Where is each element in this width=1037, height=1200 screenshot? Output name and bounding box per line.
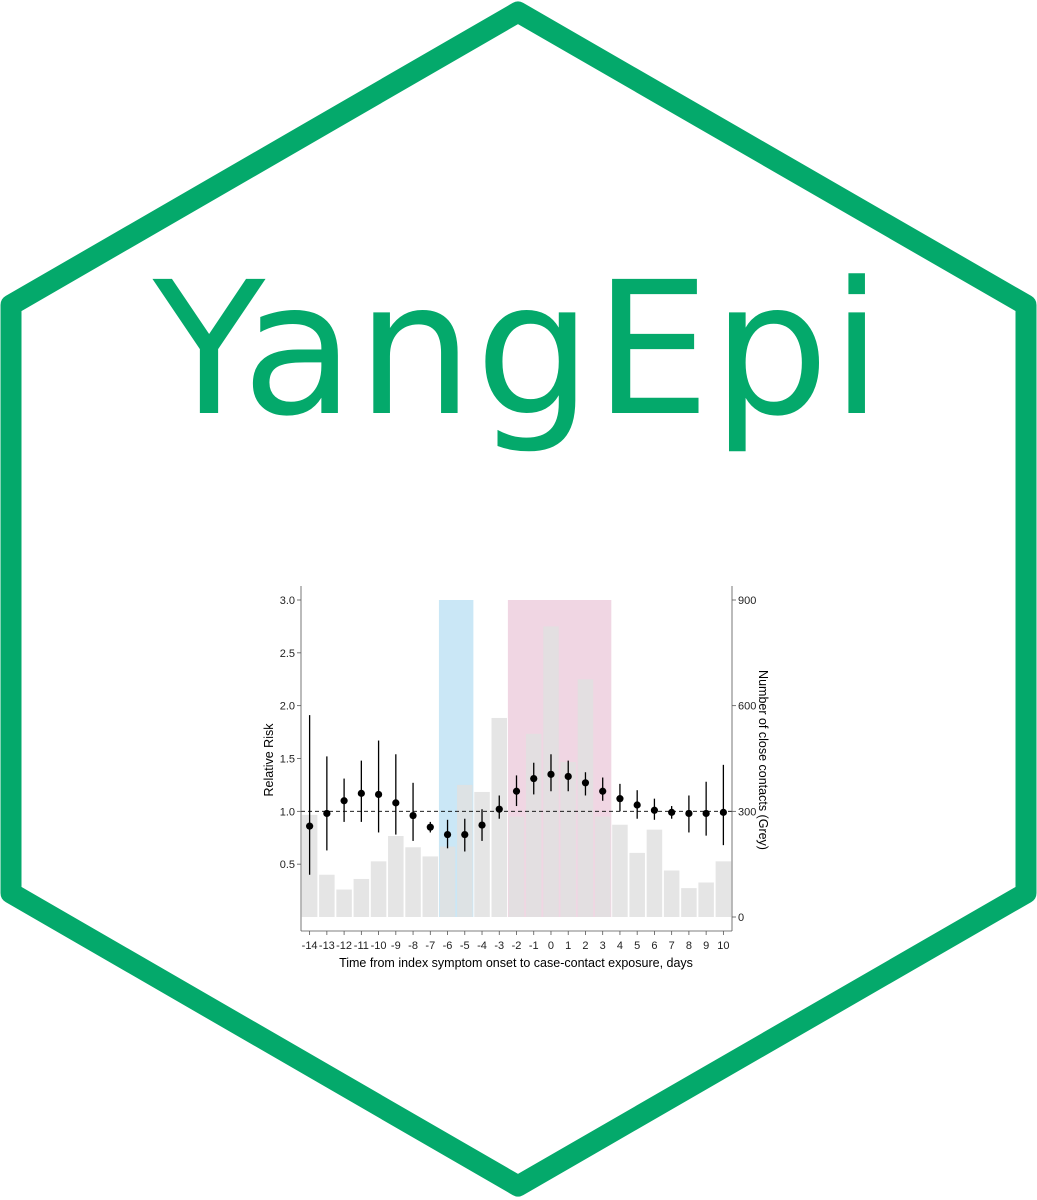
contact-bar (388, 835, 404, 917)
risk-point (616, 795, 624, 803)
contact-bar (698, 882, 714, 917)
y-tick-label-left: 0.5 (280, 859, 295, 871)
risk-point (495, 805, 503, 813)
x-tick-label: 4 (617, 940, 623, 952)
x-tick-label: 2 (582, 940, 588, 952)
highlight-region-2 (507, 600, 612, 917)
x-tick-label: -8 (408, 940, 418, 952)
x-tick-label: 8 (686, 940, 692, 952)
risk-point (340, 797, 348, 805)
risk-point (530, 774, 538, 783)
x-tick-label: 3 (600, 940, 606, 952)
contact-bar (370, 861, 387, 917)
y-axis-left-title: Relative Risk (262, 723, 276, 797)
y-tick-label-right: 600 (738, 701, 756, 713)
x-tick-label: 10 (717, 940, 729, 952)
contact-bar (594, 816, 611, 917)
contact-bar (422, 856, 439, 917)
relative-risk-points (306, 715, 727, 875)
x-tick-label: 6 (651, 940, 657, 952)
y-tick-label-right: 900 (738, 595, 756, 607)
y-tick-label-right: 300 (738, 806, 756, 818)
x-tick-label: 0 (548, 940, 554, 952)
x-tick-label: 5 (634, 940, 640, 952)
risk-point (478, 821, 486, 829)
x-tick-label: -4 (477, 940, 487, 952)
risk-point (443, 830, 452, 839)
x-tick-label: -5 (460, 940, 470, 952)
x-tick-label: -3 (494, 940, 504, 952)
contact-bar (629, 852, 645, 917)
risk-point (306, 822, 314, 830)
risk-point (702, 809, 710, 818)
risk-point (547, 770, 555, 778)
risk-point (323, 809, 331, 818)
x-axis-title: Time from index symptom onset to case-co… (339, 956, 693, 970)
contact-bar (508, 816, 525, 917)
risk-point (668, 808, 676, 816)
x-tick-label: -6 (443, 940, 453, 952)
risk-point (461, 830, 469, 839)
contact-bar (663, 870, 680, 917)
contact-bar (474, 791, 490, 917)
risk-point (599, 787, 607, 795)
risk-point (685, 809, 693, 818)
x-tick-label: -2 (512, 940, 522, 952)
contact-bar (405, 847, 421, 917)
contact-bar (681, 888, 697, 917)
risk-point (650, 806, 659, 814)
contact-bar (525, 733, 542, 917)
contact-bar (612, 824, 628, 917)
x-tick-label: -14 (302, 940, 318, 952)
logo-title: YangEpi (152, 243, 885, 457)
x-tick-label: 7 (669, 940, 675, 952)
contact-bar (439, 846, 456, 917)
risk-point (512, 787, 521, 795)
contact-bar (646, 829, 663, 917)
y-tick-label-left: 2.5 (280, 648, 295, 660)
contact-bar (577, 679, 594, 917)
x-tick-label: 9 (703, 940, 709, 952)
x-tick-label: -1 (529, 940, 539, 952)
risk-point (633, 801, 641, 809)
x-tick-label: 1 (565, 940, 571, 952)
y-tick-label-left: 3.0 (280, 595, 295, 607)
risk-point (374, 790, 383, 799)
risk-point (581, 779, 590, 787)
y-tick-label-left: 1.5 (280, 754, 295, 766)
risk-point (392, 799, 400, 807)
y-tick-label-right: 0 (738, 912, 744, 924)
x-tick-label: -9 (391, 940, 401, 952)
risk-point (357, 789, 365, 797)
contact-bar (560, 762, 576, 917)
risk-point (719, 808, 727, 816)
x-tick-label: -7 (425, 940, 435, 952)
risk-point (409, 811, 417, 820)
contact-bar (353, 878, 370, 917)
x-tick-label: -10 (371, 940, 387, 952)
y-tick-label-left: 2.0 (280, 701, 295, 713)
y-tick-label-left: 1.0 (280, 806, 295, 818)
x-tick-label: -11 (354, 940, 369, 952)
risk-point (564, 772, 572, 781)
risk-point (426, 823, 434, 831)
x-tick-label: -13 (319, 940, 335, 952)
y-axis-right-title: Number of close contacts (Grey) (756, 670, 770, 850)
contact-bar (715, 861, 732, 917)
contact-bar (336, 889, 352, 917)
x-tick-label: -12 (336, 940, 352, 952)
contact-bar (319, 874, 335, 917)
